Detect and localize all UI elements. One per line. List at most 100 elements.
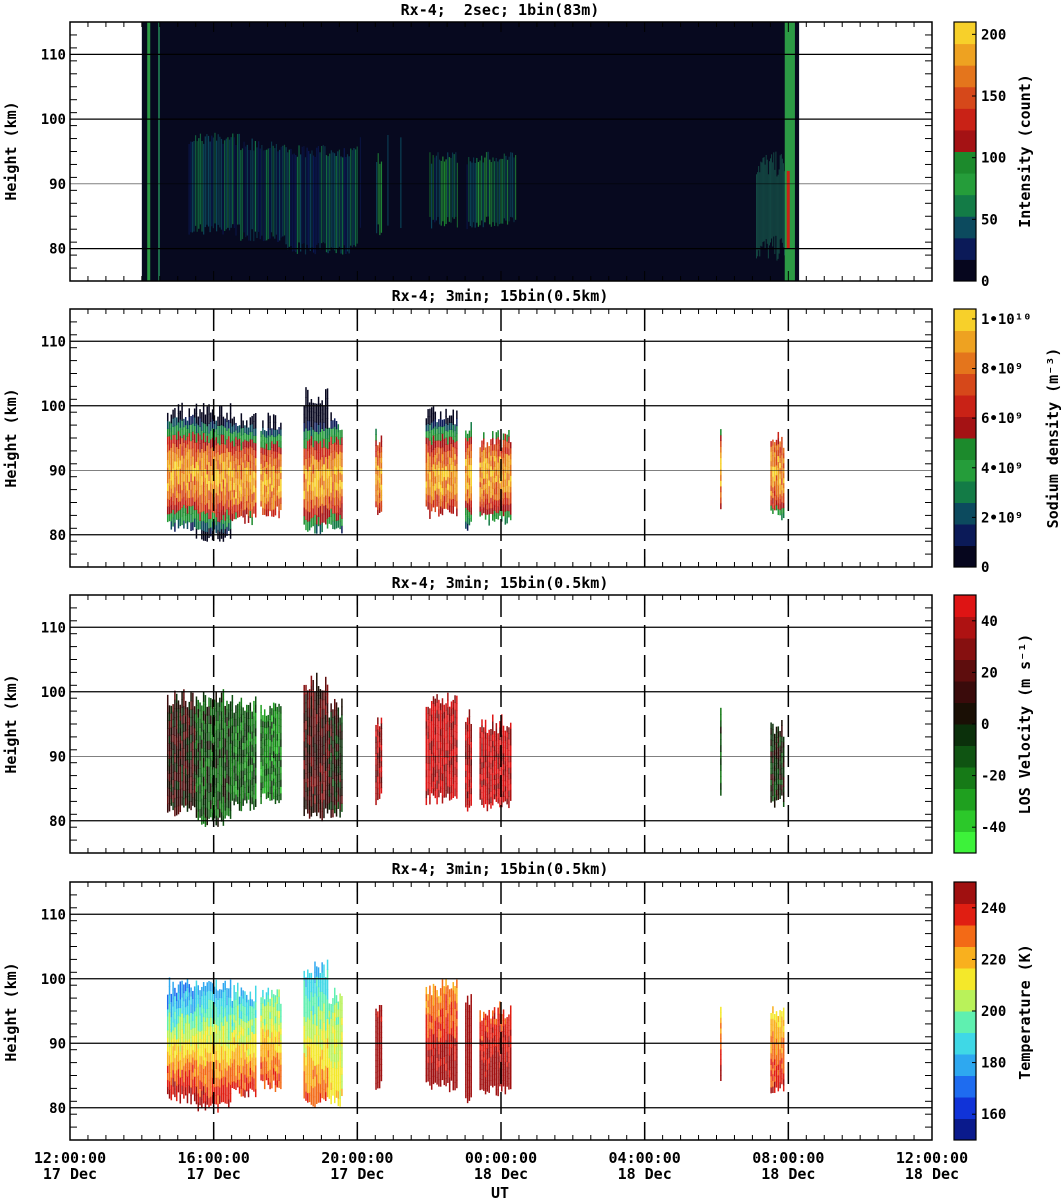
data-cell [170, 1069, 173, 1078]
data-cell [251, 744, 253, 752]
data-cell [497, 743, 499, 749]
data-cell [202, 412, 205, 424]
data-cell [486, 794, 489, 801]
data-cell [328, 455, 331, 463]
data-cell [775, 773, 778, 780]
data-cell [465, 734, 467, 741]
data-cell [445, 716, 447, 724]
data-cell [181, 1053, 183, 1062]
data-cell [166, 1044, 169, 1052]
data-cell [183, 512, 185, 521]
data-cell [377, 746, 379, 754]
data-cell [215, 796, 217, 807]
data-cell [499, 721, 501, 728]
data-cell [321, 512, 323, 523]
data-cell [262, 748, 264, 755]
data-cell [452, 409, 455, 418]
data-cell [217, 451, 219, 461]
data-cell [316, 477, 318, 488]
data-cell [438, 748, 440, 756]
data-cell [280, 746, 282, 754]
data-cell [208, 1052, 210, 1063]
data-cell [220, 443, 223, 454]
data-cell [425, 776, 428, 785]
data-cell [310, 453, 313, 464]
data-cell [427, 725, 429, 733]
data-cell [439, 476, 442, 485]
data-cell [267, 434, 270, 443]
data-cell [192, 765, 194, 774]
data-cell [339, 760, 341, 768]
data-cell [215, 500, 217, 510]
data-cell [441, 501, 444, 509]
data-cell [274, 760, 277, 769]
data-cell [280, 484, 282, 492]
data-cell [779, 462, 781, 469]
data-cell [192, 998, 194, 1007]
intensity-streak [351, 150, 353, 248]
data-cell [501, 515, 503, 522]
data-cell [488, 513, 490, 520]
data-cell [436, 694, 438, 703]
intensity-streak [455, 152, 457, 217]
data-cell [448, 706, 451, 714]
data-cell [506, 459, 508, 467]
data-cell [177, 732, 180, 742]
intensity-streak [484, 157, 486, 223]
data-cell [184, 990, 187, 1000]
data-cell [202, 1033, 205, 1044]
data-cell [447, 489, 449, 497]
data-cell [441, 787, 444, 797]
data-cell [181, 788, 183, 798]
data-cell [220, 710, 223, 721]
data-cell [249, 467, 252, 476]
data-cell [183, 1081, 185, 1091]
data-cell [193, 785, 196, 793]
data-cell [215, 1041, 217, 1052]
data-cell [229, 709, 232, 719]
data-cell [179, 758, 182, 767]
data-cell [240, 486, 243, 495]
data-cell [781, 741, 783, 748]
data-cell [380, 473, 383, 480]
data-cell [192, 423, 194, 432]
data-cell [201, 412, 203, 422]
data-cell [190, 1078, 192, 1088]
data-cell [201, 439, 203, 449]
data-cell [166, 1015, 169, 1024]
data-cell [174, 726, 176, 736]
data-cell [497, 436, 499, 444]
data-cell [443, 470, 446, 478]
data-cell [770, 475, 772, 482]
data-cell [170, 455, 173, 465]
data-cell [432, 773, 435, 782]
intensity-streak [443, 161, 446, 227]
data-cell [262, 720, 264, 727]
data-cell [326, 448, 329, 459]
data-cell [215, 997, 217, 1007]
data-cell [206, 406, 208, 417]
data-cell [441, 507, 444, 516]
data-cell [201, 493, 203, 504]
data-cell [170, 1001, 173, 1010]
data-cell [183, 1041, 185, 1050]
data-cell [450, 743, 453, 751]
data-cell [217, 790, 219, 801]
data-cell [450, 729, 453, 737]
data-cell [481, 792, 483, 799]
data-cell [486, 732, 489, 740]
data-cell [495, 506, 498, 513]
data-cell [484, 462, 487, 469]
data-cell [316, 505, 318, 516]
data-cell [184, 700, 187, 709]
data-cell [777, 467, 780, 474]
data-cell [468, 437, 471, 445]
data-cell [217, 755, 219, 765]
data-cell [497, 733, 499, 739]
data-cell [445, 444, 447, 453]
data-cell [168, 1054, 171, 1065]
data-cell [506, 478, 508, 486]
data-cell [233, 725, 235, 734]
intensity-streak [387, 134, 389, 226]
data-cell [328, 737, 331, 745]
